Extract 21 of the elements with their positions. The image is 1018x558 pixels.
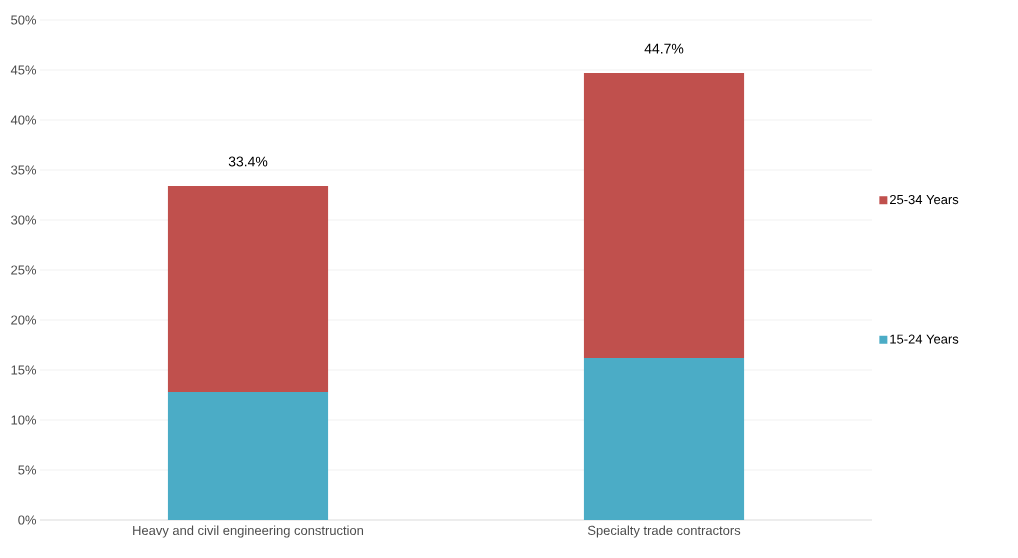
y-tick-label: 25%: [11, 265, 37, 275]
y-tick-label: 0%: [18, 515, 37, 525]
bar: [583, 358, 745, 520]
x-tick-label: Heavy and civil engineering construction: [133, 525, 364, 538]
y-tick-label: 40%: [10, 115, 37, 125]
bar: [167, 392, 329, 520]
x-tick-label: Specialty trade contractors: [587, 525, 741, 538]
total-label: 33.4%: [228, 156, 268, 167]
y-tick-label: 5%: [18, 465, 37, 475]
total-label: 44.7%: [644, 43, 684, 54]
y-tick-label: 10%: [11, 415, 37, 425]
bar: [167, 186, 329, 392]
y-tick-label: 35%: [11, 165, 37, 175]
y-tick-label: 30%: [11, 215, 37, 225]
y-tick-label: 50%: [11, 15, 37, 25]
y-tick-label: 15%: [11, 365, 37, 375]
y-tick-label: 20%: [11, 315, 37, 325]
legend-label: 15-24 Years: [890, 334, 959, 344]
legend-label: 25-34 Years: [890, 194, 959, 205]
y-tick-label: 45%: [10, 65, 37, 75]
bar: [583, 73, 745, 358]
